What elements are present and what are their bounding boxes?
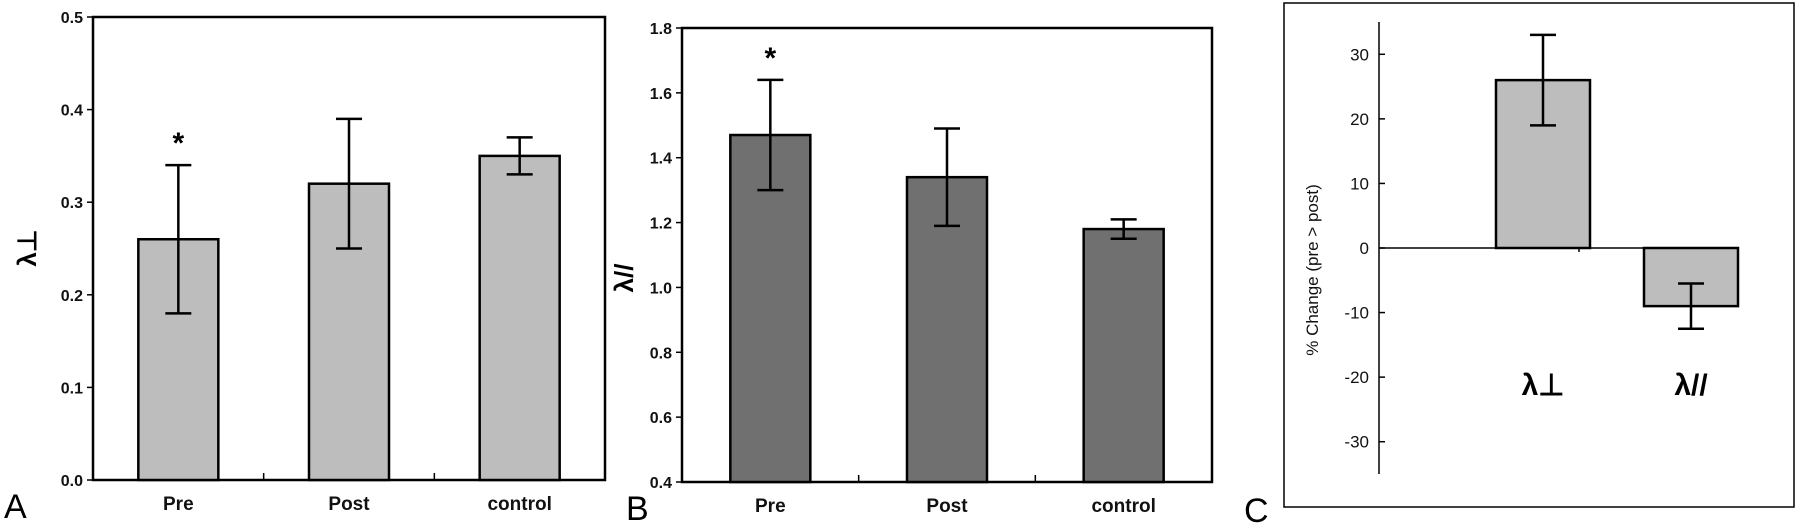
panel-a-y-axis-label: λ⊥ xyxy=(12,229,42,266)
panel-a-marks: 0.0 0.1 0.2 0.3 0.4 0.5 Pre * Post control xyxy=(61,10,561,515)
x-category-label: control xyxy=(487,494,551,515)
y-tick-label: -30 xyxy=(1344,433,1369,452)
y-tick-label: 1.2 xyxy=(650,216,672,233)
y-tick-label: 0.1 xyxy=(61,380,83,397)
panel-b-letter: B xyxy=(626,490,649,527)
y-tick-label: 20 xyxy=(1350,110,1369,129)
bar-control xyxy=(1082,227,1165,484)
y-tick-label: 1.4 xyxy=(650,151,672,168)
bar-pre xyxy=(729,133,812,484)
bar-control xyxy=(478,154,561,482)
y-tick-label: 0 xyxy=(1360,239,1369,258)
panel-b-y-axis-label: λ// xyxy=(609,264,639,293)
y-tick-label: 0.0 xyxy=(61,473,83,490)
x-category-label: λ⊥ xyxy=(1522,369,1565,402)
panel-a-letter: A xyxy=(4,488,27,526)
y-tick-label: 0.4 xyxy=(650,475,672,492)
panel-c: C % Change (pre > post) -30 -20 -10 0 10 20 30… xyxy=(1244,2,1795,527)
y-tick-label: 1.8 xyxy=(650,21,672,38)
y-tick-label: 1.0 xyxy=(650,280,672,297)
y-tick-label: 0.5 xyxy=(61,10,83,27)
bar-post xyxy=(905,175,989,484)
y-tick-label: 0.4 xyxy=(61,103,83,120)
y-tick-label: 0.2 xyxy=(61,288,83,305)
panel-c-letter: C xyxy=(1244,492,1269,527)
x-category-label: Pre xyxy=(755,496,786,517)
x-category-label: Pre xyxy=(163,494,194,515)
y-tick-label: 30 xyxy=(1350,45,1369,64)
y-tick-label: 0.3 xyxy=(61,195,83,212)
significance-annotation: * xyxy=(172,127,184,160)
bar-pre xyxy=(137,237,220,482)
y-tick-label: -10 xyxy=(1344,304,1369,323)
x-category-label: control xyxy=(1091,496,1155,517)
y-tick-label: -20 xyxy=(1344,368,1369,387)
x-category-label: Post xyxy=(328,494,370,515)
significance-annotation: * xyxy=(764,42,776,75)
panel-a: A λ⊥ 0.0 0.1 0.2 0.3 0.4 0.5 Pre * Post control xyxy=(4,10,607,526)
y-tick-label: 1.6 xyxy=(650,86,672,103)
y-tick-label: 10 xyxy=(1350,174,1369,193)
panel-c-outer-frame xyxy=(1283,2,1795,508)
y-tick-label: 0.8 xyxy=(650,345,672,362)
x-category-label: Post xyxy=(926,496,968,517)
y-tick-label: 0.6 xyxy=(650,410,672,427)
x-category-label: λ// xyxy=(1674,369,1708,402)
panel-c-y-axis-label: % Change (pre > post) xyxy=(1303,184,1322,356)
panel-b: B λ// 0.4 0.6 0.8 1.0 1.2 1.4 1.6 1.8 Pre * Post co… xyxy=(609,21,1214,527)
panel-c-marks: -30 -20 -10 0 10 20 30 λ⊥ λ// xyxy=(1344,33,1740,452)
panel-b-marks: 0.4 0.6 0.8 1.0 1.2 1.4 1.6 1.8 Pre * Post control xyxy=(650,21,1165,517)
